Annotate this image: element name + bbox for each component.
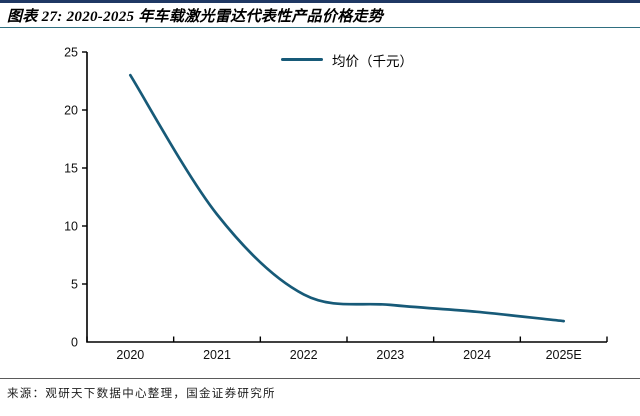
legend-label: 均价（千元） xyxy=(332,53,413,69)
svg-text:5: 5 xyxy=(71,278,78,292)
source-note: 来源：观研天下数据中心整理，国金证券研究所 xyxy=(7,388,276,400)
y-axis-ticks xyxy=(82,51,87,285)
svg-text:2022: 2022 xyxy=(290,348,318,362)
svg-text:25: 25 xyxy=(64,46,78,60)
figure-title: 图表 27: 2020-2025 年车载激光雷达代表性产品价格走势 xyxy=(7,9,384,25)
svg-text:2020: 2020 xyxy=(116,348,144,362)
axes xyxy=(86,52,607,343)
svg-text:20: 20 xyxy=(64,104,78,118)
avg-price-series-line xyxy=(128,73,566,323)
chart-legend: 均价（千元） xyxy=(87,51,607,69)
legend-line-swatch-icon xyxy=(281,57,323,62)
svg-text:15: 15 xyxy=(64,162,78,176)
footer-divider-rule xyxy=(0,378,640,379)
x-axis-labels: 2020 2021 2022 2023 2024 2025E xyxy=(116,348,581,362)
title-divider-rule xyxy=(0,27,640,28)
x-axis-ticks xyxy=(86,336,608,342)
svg-text:10: 10 xyxy=(64,220,78,234)
svg-text:2023: 2023 xyxy=(376,348,404,362)
svg-text:2024: 2024 xyxy=(463,348,491,362)
svg-text:2025E: 2025E xyxy=(546,348,582,362)
svg-text:2021: 2021 xyxy=(203,348,231,362)
y-axis-labels: 0 5 10 15 20 25 xyxy=(64,46,78,350)
svg-text:0: 0 xyxy=(71,336,78,350)
top-border-rule xyxy=(0,0,640,3)
